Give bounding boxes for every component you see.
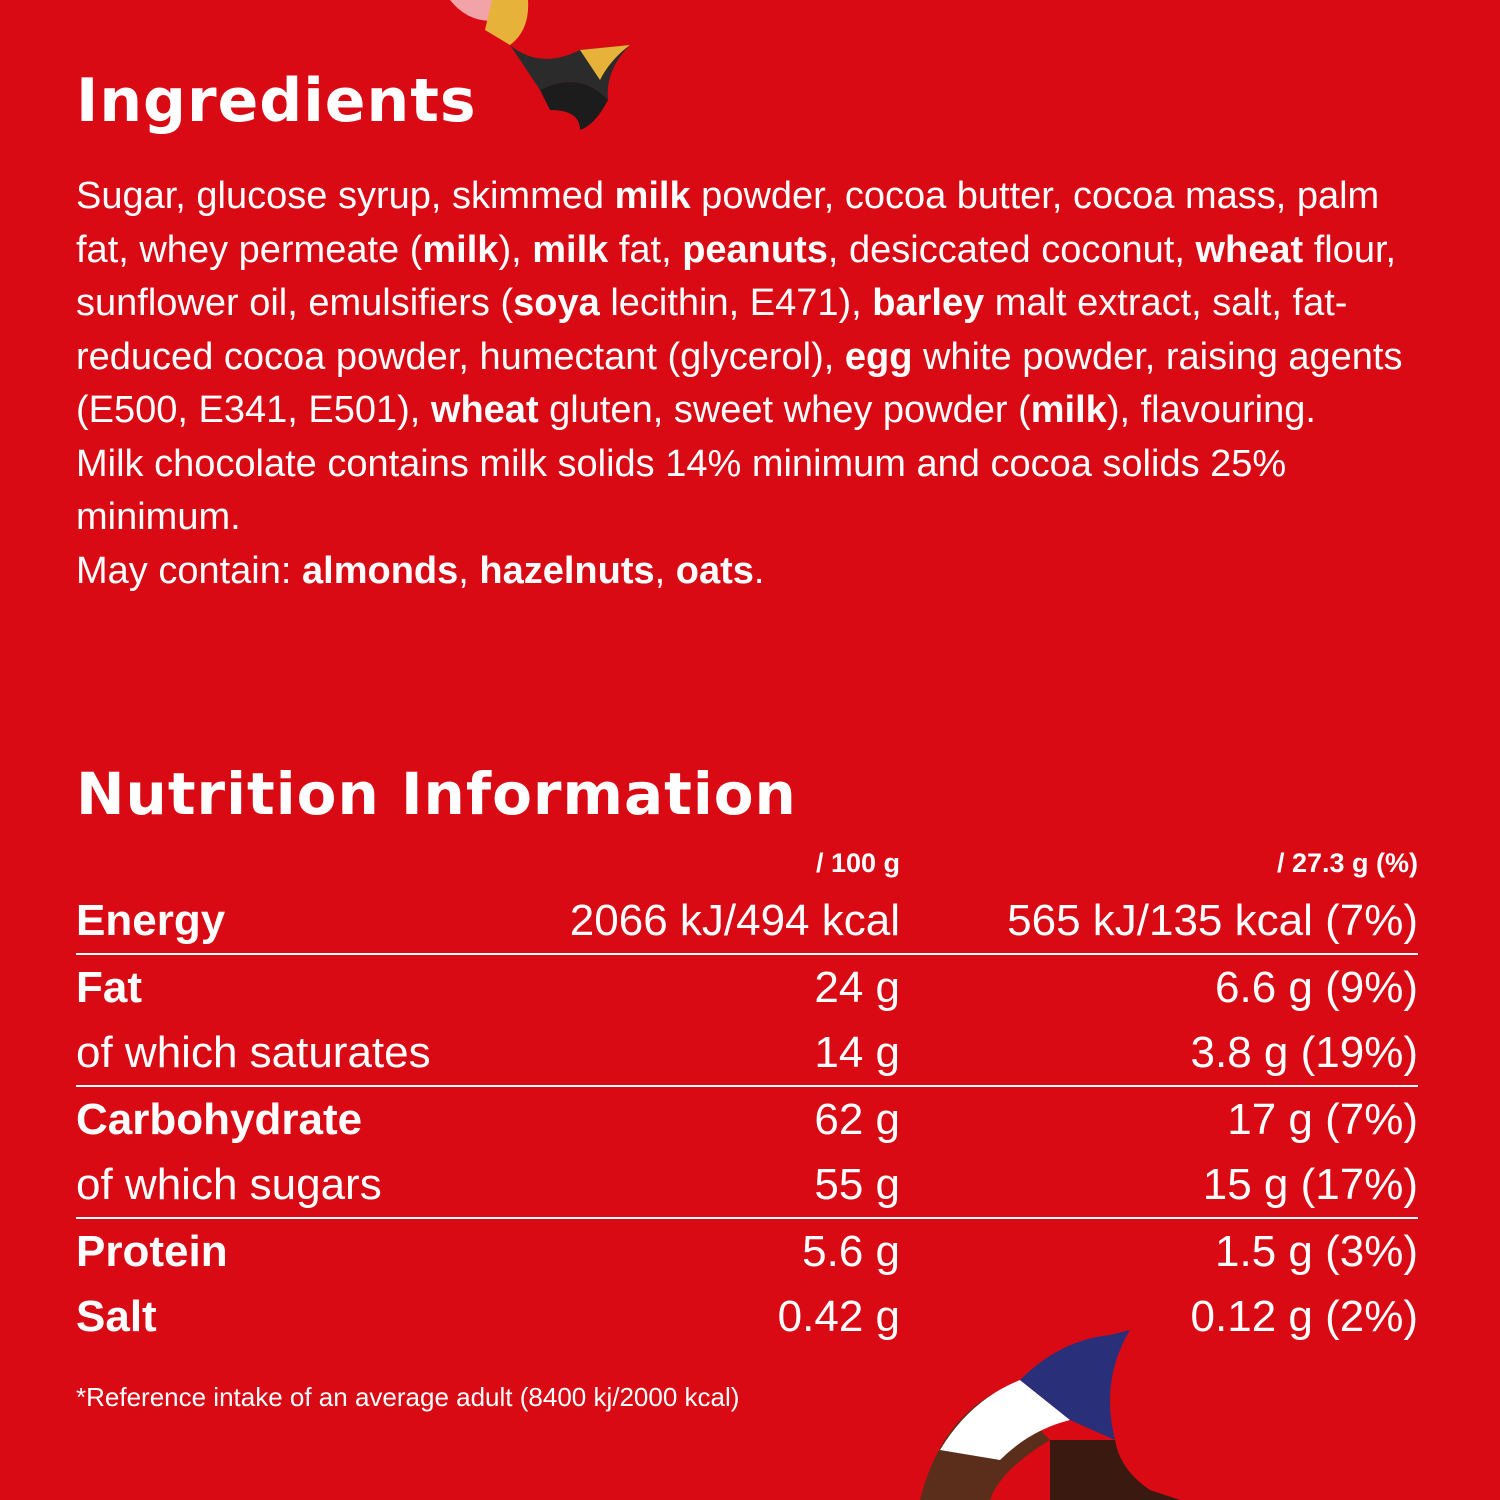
allergen-text: wheat (430, 389, 539, 431)
allergen-text: hazelnuts (479, 549, 655, 592)
header-per-100g: / 100 g (815, 847, 900, 878)
ingredient-text: flour, sunflower oil, emulsifiers ( (76, 228, 1397, 325)
allergen-text: milk (532, 228, 609, 271)
value-per-portion: 17 g (7%) (1227, 1094, 1418, 1144)
header-per-portion: / 27.3 g (%) (1276, 847, 1418, 878)
ingredient-text: , (654, 549, 676, 592)
ingredient-text: powder, cocoa butter, cocoa mass, palm f… (76, 175, 1380, 271)
ingredient-text: gluten, sweet whey powder ( (538, 389, 1031, 431)
ingredient-text: fat, (608, 228, 683, 271)
nutrition-header-row: / 100 g / 27.3 g (%) (76, 838, 1418, 888)
value-per-100g: 5.6 g (802, 1226, 900, 1276)
ingredients-paragraph: Milk chocolate contains milk solids 14% … (76, 438, 1436, 545)
ribbon-decoration-bottom (920, 1330, 1180, 1500)
value-per-portion: 3.8 g (19%) (900, 1020, 1418, 1087)
nutrition-row: Protein 5.6 g 1.5 g (3%) (76, 1218, 1418, 1284)
nutrition-heading: Nutrition Information (76, 760, 797, 828)
value-per-portion: 0.12 g (2%) (1190, 1291, 1418, 1341)
value-per-portion: 1.5 g (3%) (1215, 1226, 1418, 1276)
nutrition-row: Fat 24 g 6.6 g (9%) (76, 954, 1418, 1020)
value-per-100g: 2066 kJ/494 kcal (496, 888, 900, 955)
allergen-text: barley (872, 282, 985, 324)
allergen-text: peanuts (682, 228, 828, 271)
value-per-100g: 55 g (496, 1152, 900, 1219)
ingredient-text: , (458, 549, 480, 592)
ingredient-text: malt extract, salt, fat-reduced cocoa po… (76, 282, 1348, 378)
allergen-text: milk (422, 228, 499, 271)
ingredient-text: white powder, raising agents (E500, E341… (76, 335, 1403, 432)
ingredient-text: May contain: (76, 549, 302, 592)
allergen-text: milk (1030, 389, 1107, 431)
nutrition-row: of which sugars 55 g 15 g (17%) (76, 1152, 1418, 1219)
ingredient-text: ), (498, 228, 533, 271)
nutrient-label: Energy (76, 888, 496, 955)
reference-intake-footnote: *Reference intake of an average adult (8… (76, 1382, 740, 1412)
ingredient-text: ), flavouring. (1106, 389, 1316, 431)
nutrient-label: of which sugars (76, 1152, 496, 1219)
ingredient-text: Sugar, glucose syrup, skimmed (76, 175, 615, 217)
ingredients-paragraph: May contain: almonds, hazelnuts, oats. (76, 545, 1436, 599)
value-per-portion: 565 kJ/135 kcal (7%) (900, 888, 1418, 955)
nutrition-row: Carbohydrate 62 g 17 g (7%) (76, 1086, 1418, 1152)
value-per-100g: 0.42 g (777, 1291, 900, 1341)
ingredient-text: , desiccated coconut, (827, 228, 1196, 271)
value-per-portion: 15 g (17%) (900, 1152, 1418, 1219)
nutrition-row: Salt 0.42 g 0.12 g (2%) (76, 1284, 1418, 1349)
nutrient-label: Fat (76, 962, 142, 1012)
header-label-spacer (76, 838, 496, 888)
nutrient-label: Carbohydrate (76, 1094, 363, 1144)
nutrition-row: Energy 2066 kJ/494 kcal 565 kJ/135 kcal (7… (76, 888, 1418, 955)
nutrient-label: Salt (76, 1291, 157, 1341)
allergen-text: egg (844, 335, 913, 378)
nutrition-row: of which saturates 14 g 3.8 g (19%) (76, 1020, 1418, 1087)
value-per-100g: 14 g (496, 1020, 900, 1087)
ingredient-text: Milk chocolate contains milk solids 14% … (76, 442, 1287, 539)
allergen-text: oats (675, 549, 754, 592)
ingredients-heading: Ingredients (76, 66, 477, 136)
nutrition-table: / 100 g / 27.3 g (%) Energy 2066 kJ/494 k… (76, 838, 1418, 1349)
ingredients-text: Sugar, glucose syrup, skimmed milk powde… (76, 170, 1436, 598)
allergen-text: milk (614, 175, 691, 217)
ingredient-text: lecithin, E471), (599, 282, 873, 324)
nutrient-label: of which saturates (76, 1020, 496, 1087)
value-per-100g: 24 g (814, 962, 900, 1012)
value-per-portion: 6.6 g (9%) (1215, 962, 1418, 1012)
nutrient-label: Protein (76, 1226, 228, 1276)
ribbon-decoration-top (450, 0, 630, 130)
ingredient-text: . (753, 549, 765, 592)
ingredients-paragraph: Sugar, glucose syrup, skimmed milk powde… (76, 170, 1436, 438)
allergen-text: soya (513, 282, 600, 324)
allergen-text: almonds (302, 549, 459, 592)
allergen-text: wheat (1195, 228, 1304, 271)
value-per-100g: 62 g (814, 1094, 900, 1144)
